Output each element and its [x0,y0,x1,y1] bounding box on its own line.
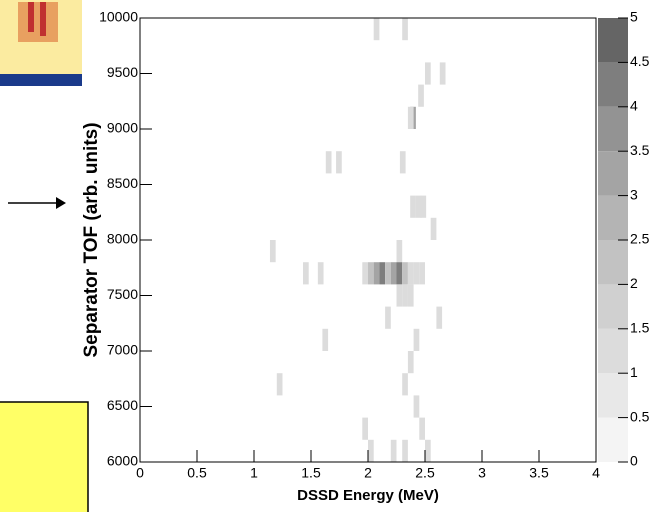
colorbar-band [598,151,628,196]
cell [390,262,397,285]
colorbar-band [598,284,628,329]
colorbar-band [598,240,628,285]
cell [396,240,403,263]
logo [18,2,58,42]
cell [276,373,283,396]
cell [415,195,422,218]
colorbar-tick-label: 3.5 [630,142,650,158]
y-tick-label: 8500 [107,175,138,191]
y-tick-label: 6500 [107,397,138,413]
cell [379,262,386,285]
cell [418,84,424,107]
colorbar-band [598,195,628,240]
cell [385,262,391,285]
cell [399,151,406,174]
x-tick-label: 3.5 [529,465,549,481]
cell [303,262,309,285]
x-tick-label: 1.5 [301,465,321,481]
cell [436,306,443,329]
cell [419,417,425,440]
note-box [0,401,89,512]
y-tick-label: 7000 [107,342,138,358]
x-axis-label: DSSD Energy (MeV) [297,487,439,504]
colorbar-tick-label: 1 [630,364,638,380]
colorbar-tick-label: 3 [630,186,638,202]
y-tick-label: 8000 [107,231,138,247]
x-tick-label: 2.5 [415,465,435,481]
colorbar-tick-label: 4.5 [630,53,650,69]
cell [413,262,420,285]
cell [322,328,329,351]
x-tick-label: 3 [478,465,486,481]
cell [419,262,425,285]
cell [407,106,414,129]
cell [407,351,414,374]
plot-frame [139,17,597,463]
cell [402,284,408,307]
x-tick-label: 0 [136,465,144,481]
blue-band [0,74,82,86]
cell [336,151,342,174]
colorbar-tick-label: 0 [630,453,638,469]
cell [407,262,414,285]
colorbar-tick-label: 0.5 [630,408,650,424]
cell [373,18,380,41]
y-tick-label: 10000 [99,9,138,25]
cell [269,240,276,263]
cell [385,306,391,329]
cell [390,439,397,462]
cell [317,262,324,285]
x-tick-label: 0.5 [187,465,207,481]
colorbar-band [598,328,628,374]
colorbar-tick-label: 2 [630,275,638,291]
y-tick-label: 9000 [107,120,138,136]
colorbar-tick-label: 2.5 [630,231,650,247]
cell [402,373,408,396]
y-axis-label: Separator TOF (arb. units) [81,122,102,357]
x-tick-label: 4 [592,465,600,481]
cell [362,262,368,285]
colorbar-band [598,62,628,107]
cell [425,62,431,85]
cell [368,439,374,462]
cell [402,262,408,285]
x-tick-label: 1 [250,465,258,481]
y-tick-label: 7500 [107,286,138,302]
colorbar-tick-label: 4 [630,98,638,114]
cell [402,18,408,41]
cell [425,439,431,462]
cell [413,395,420,418]
colorbar-band [598,18,628,63]
colorbar-tick-label: 1.5 [630,320,650,336]
cell [373,262,380,285]
colorbar-band [598,106,628,152]
cell [439,62,446,85]
cell [407,284,414,307]
cell [396,284,403,307]
logo-bar [28,2,34,32]
y-tick-label: 9500 [107,64,138,80]
cell [362,417,368,440]
y-tick-label: 6000 [107,453,138,469]
cell [402,439,408,462]
colorbar-tick-label: 5 [630,9,638,25]
cell [410,195,416,218]
logo-bar [40,2,46,36]
x-tick-label: 2 [364,465,372,481]
colorbar-band [598,417,628,462]
cell [430,217,437,240]
cell [420,195,427,218]
cell [325,151,332,174]
colorbar-band [598,373,628,418]
arrow-head [56,197,66,209]
cell [413,328,420,351]
cell [396,262,403,285]
cell [368,262,374,285]
